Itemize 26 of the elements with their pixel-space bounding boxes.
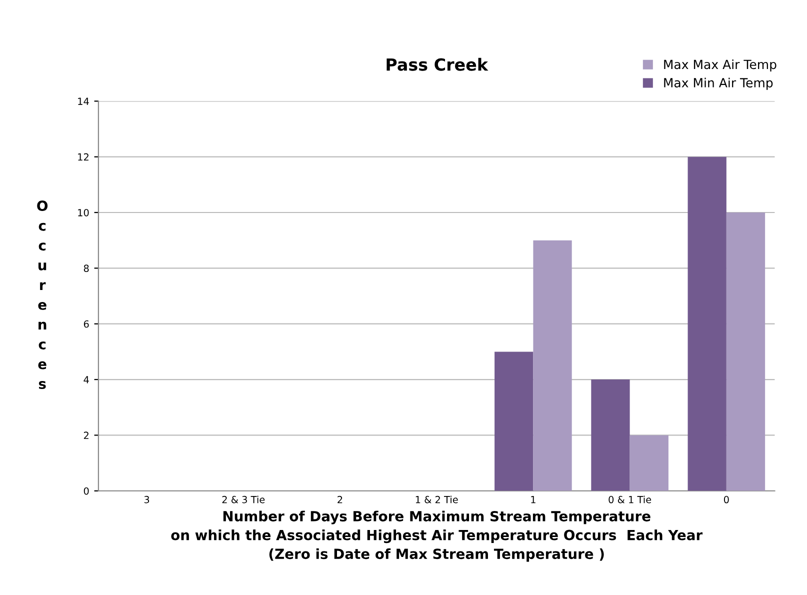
- text: Occurences: [37, 200, 48, 390]
- x-tick-label: 1: [531, 496, 536, 504]
- legend-label: Max Min Air Temp: [664, 78, 773, 90]
- x-tick-label: 0 & 1 Tie: [608, 496, 652, 504]
- bar: [591, 380, 630, 491]
- x-tick-label: 0: [724, 496, 729, 504]
- legend-label: Max Max Air Temp: [664, 59, 776, 72]
- bar: [494, 352, 534, 491]
- bar: [630, 435, 668, 491]
- x-axis-title: Number of Days Before Maximum Stream Temperature on which the Associated Highest Air Temperature Occurs Each Year (Zero is Date of Max Stream Temperature ): [171, 510, 703, 562]
- y-tick-label: 8: [84, 264, 89, 272]
- x-tick-label: 2: [338, 496, 342, 504]
- y-tick-label: 10: [78, 208, 89, 216]
- y-tick-label: 4: [84, 376, 89, 384]
- bar: [726, 212, 766, 491]
- y-tick-label: 2: [84, 432, 88, 439]
- x-tick-label: 2 & 3 Tie: [222, 496, 265, 504]
- bar: [688, 156, 726, 491]
- y-tick-label: 12: [78, 153, 88, 161]
- y-tick-label: 6: [84, 320, 89, 328]
- y-tick-label: 0: [84, 487, 89, 495]
- x-tick-label: 3: [144, 496, 150, 504]
- x-tick-label: 1 & 2 Tie: [416, 496, 458, 504]
- y-tick-label: 14: [78, 98, 89, 105]
- chart-title: Pass Creek: [386, 58, 488, 71]
- bar: [533, 240, 572, 491]
